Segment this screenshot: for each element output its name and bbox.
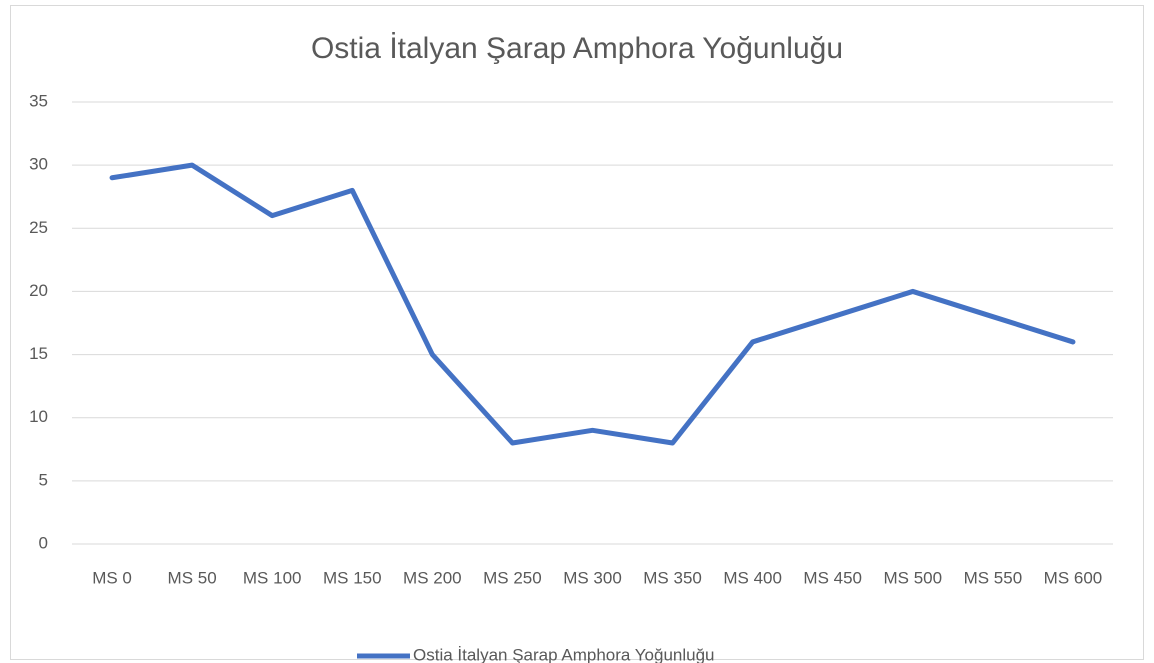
x-tick-label: MS 350 [643,568,702,587]
x-tick-label: MS 500 [884,568,943,587]
x-tick-label: MS 450 [803,568,862,587]
x-tick-label: MS 300 [563,568,622,587]
y-tick-label: 15 [29,344,48,363]
line-series [109,162,1076,446]
chart-border [10,5,1144,660]
x-tick-label: MS 550 [964,568,1023,587]
y-tick-label: 20 [29,281,48,300]
x-tick-label: MS 0 [92,568,132,587]
y-tick-label: 30 [29,155,48,174]
x-tick-label: MS 400 [723,568,782,587]
x-tick-label: MS 100 [243,568,302,587]
x-tick-label: MS 150 [323,568,382,587]
legend-label: Ostia İtalyan Şarap Amphora Yoğunluğu [413,645,715,663]
x-tick-label: MS 200 [403,568,462,587]
x-tick-label: MS 50 [168,568,217,587]
y-tick-label: 35 [29,91,48,110]
y-tick-label: 5 [39,470,48,489]
y-tick-label: 25 [29,218,48,237]
x-tick-label: MS 250 [483,568,542,587]
y-tick-label: 0 [39,533,48,552]
x-tick-label: MS 600 [1044,568,1103,587]
chart-title: Ostia İtalyan Şarap Amphora Yoğunluğu [311,32,843,65]
y-tick-label: 10 [29,407,48,426]
